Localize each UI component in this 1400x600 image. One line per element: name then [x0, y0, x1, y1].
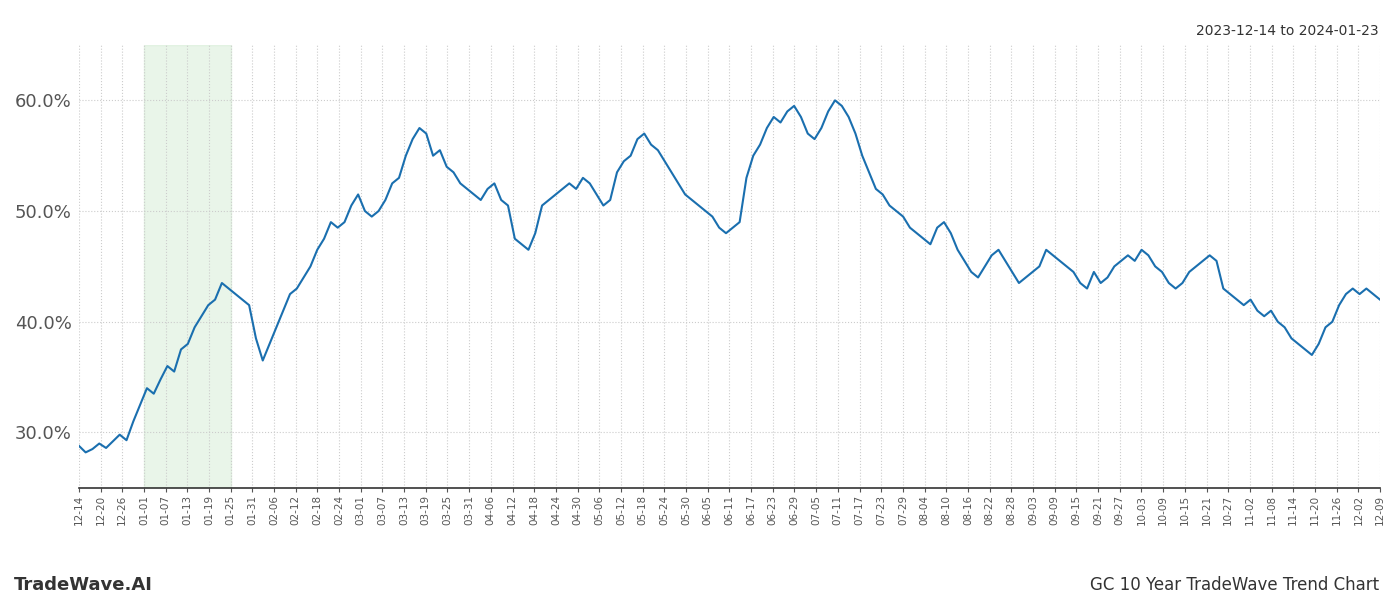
- Text: TradeWave.AI: TradeWave.AI: [14, 576, 153, 594]
- Text: 2023-12-14 to 2024-01-23: 2023-12-14 to 2024-01-23: [1197, 24, 1379, 38]
- Bar: [144, 45, 231, 488]
- Text: GC 10 Year TradeWave Trend Chart: GC 10 Year TradeWave Trend Chart: [1089, 576, 1379, 594]
